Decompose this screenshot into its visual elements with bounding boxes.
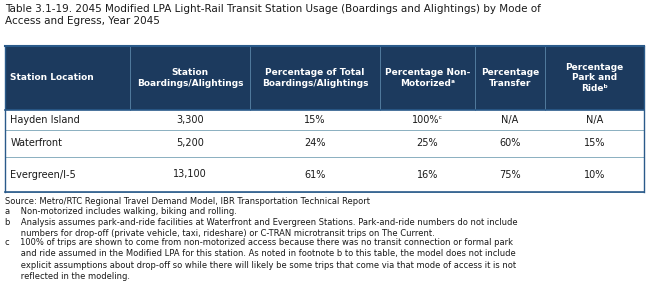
Text: 61%: 61% — [304, 169, 326, 180]
Text: Waterfront: Waterfront — [10, 139, 62, 148]
Text: 15%: 15% — [583, 139, 606, 148]
Text: Station Location: Station Location — [10, 74, 94, 83]
Text: N/A: N/A — [586, 115, 603, 125]
Text: Percentage
Park and
Rideᵇ: Percentage Park and Rideᵇ — [565, 63, 624, 93]
Text: b    Analysis assumes park-and-ride facilities at Waterfront and Evergreen Stati: b Analysis assumes park-and-ride facilit… — [5, 218, 518, 238]
Text: 100%ᶜ: 100%ᶜ — [412, 115, 443, 125]
Bar — [5, 130, 644, 157]
Text: 24%: 24% — [304, 139, 326, 148]
Text: 75%: 75% — [499, 169, 520, 180]
Text: Table 3.1-19. 2045 Modified LPA Light-Rail Transit Station Usage (Boardings and : Table 3.1-19. 2045 Modified LPA Light-Ra… — [5, 4, 541, 26]
Text: Station
Boardings/Alightings: Station Boardings/Alightings — [137, 68, 243, 88]
Text: Source: Metro/RTC Regional Travel Demand Model, IBR Transportation Technical Rep: Source: Metro/RTC Regional Travel Demand… — [5, 197, 370, 206]
Text: c    100% of trips are shown to come from non-motorized access because there was: c 100% of trips are shown to come from n… — [5, 238, 516, 281]
Text: 5,200: 5,200 — [176, 139, 204, 148]
Text: 16%: 16% — [417, 169, 438, 180]
Text: 10%: 10% — [584, 169, 605, 180]
Text: 15%: 15% — [304, 115, 326, 125]
Text: 3,300: 3,300 — [176, 115, 204, 125]
Bar — [5, 46, 644, 110]
Text: Percentage Non-
Motorizedᵃ: Percentage Non- Motorizedᵃ — [385, 68, 470, 88]
Bar — [5, 157, 644, 192]
Bar — [5, 110, 644, 130]
Text: 13,100: 13,100 — [173, 169, 207, 180]
Text: Hayden Island: Hayden Island — [10, 115, 80, 125]
Text: Evergreen/I-5: Evergreen/I-5 — [10, 169, 76, 180]
Text: Percentage of Total
Boardings/Alightings: Percentage of Total Boardings/Alightings — [262, 68, 368, 88]
Text: 25%: 25% — [417, 139, 438, 148]
Text: a    Non-motorized includes walking, biking and rolling.: a Non-motorized includes walking, biking… — [5, 208, 237, 217]
Text: Percentage
Transfer: Percentage Transfer — [481, 68, 539, 88]
Text: N/A: N/A — [502, 115, 519, 125]
Text: 60%: 60% — [499, 139, 520, 148]
